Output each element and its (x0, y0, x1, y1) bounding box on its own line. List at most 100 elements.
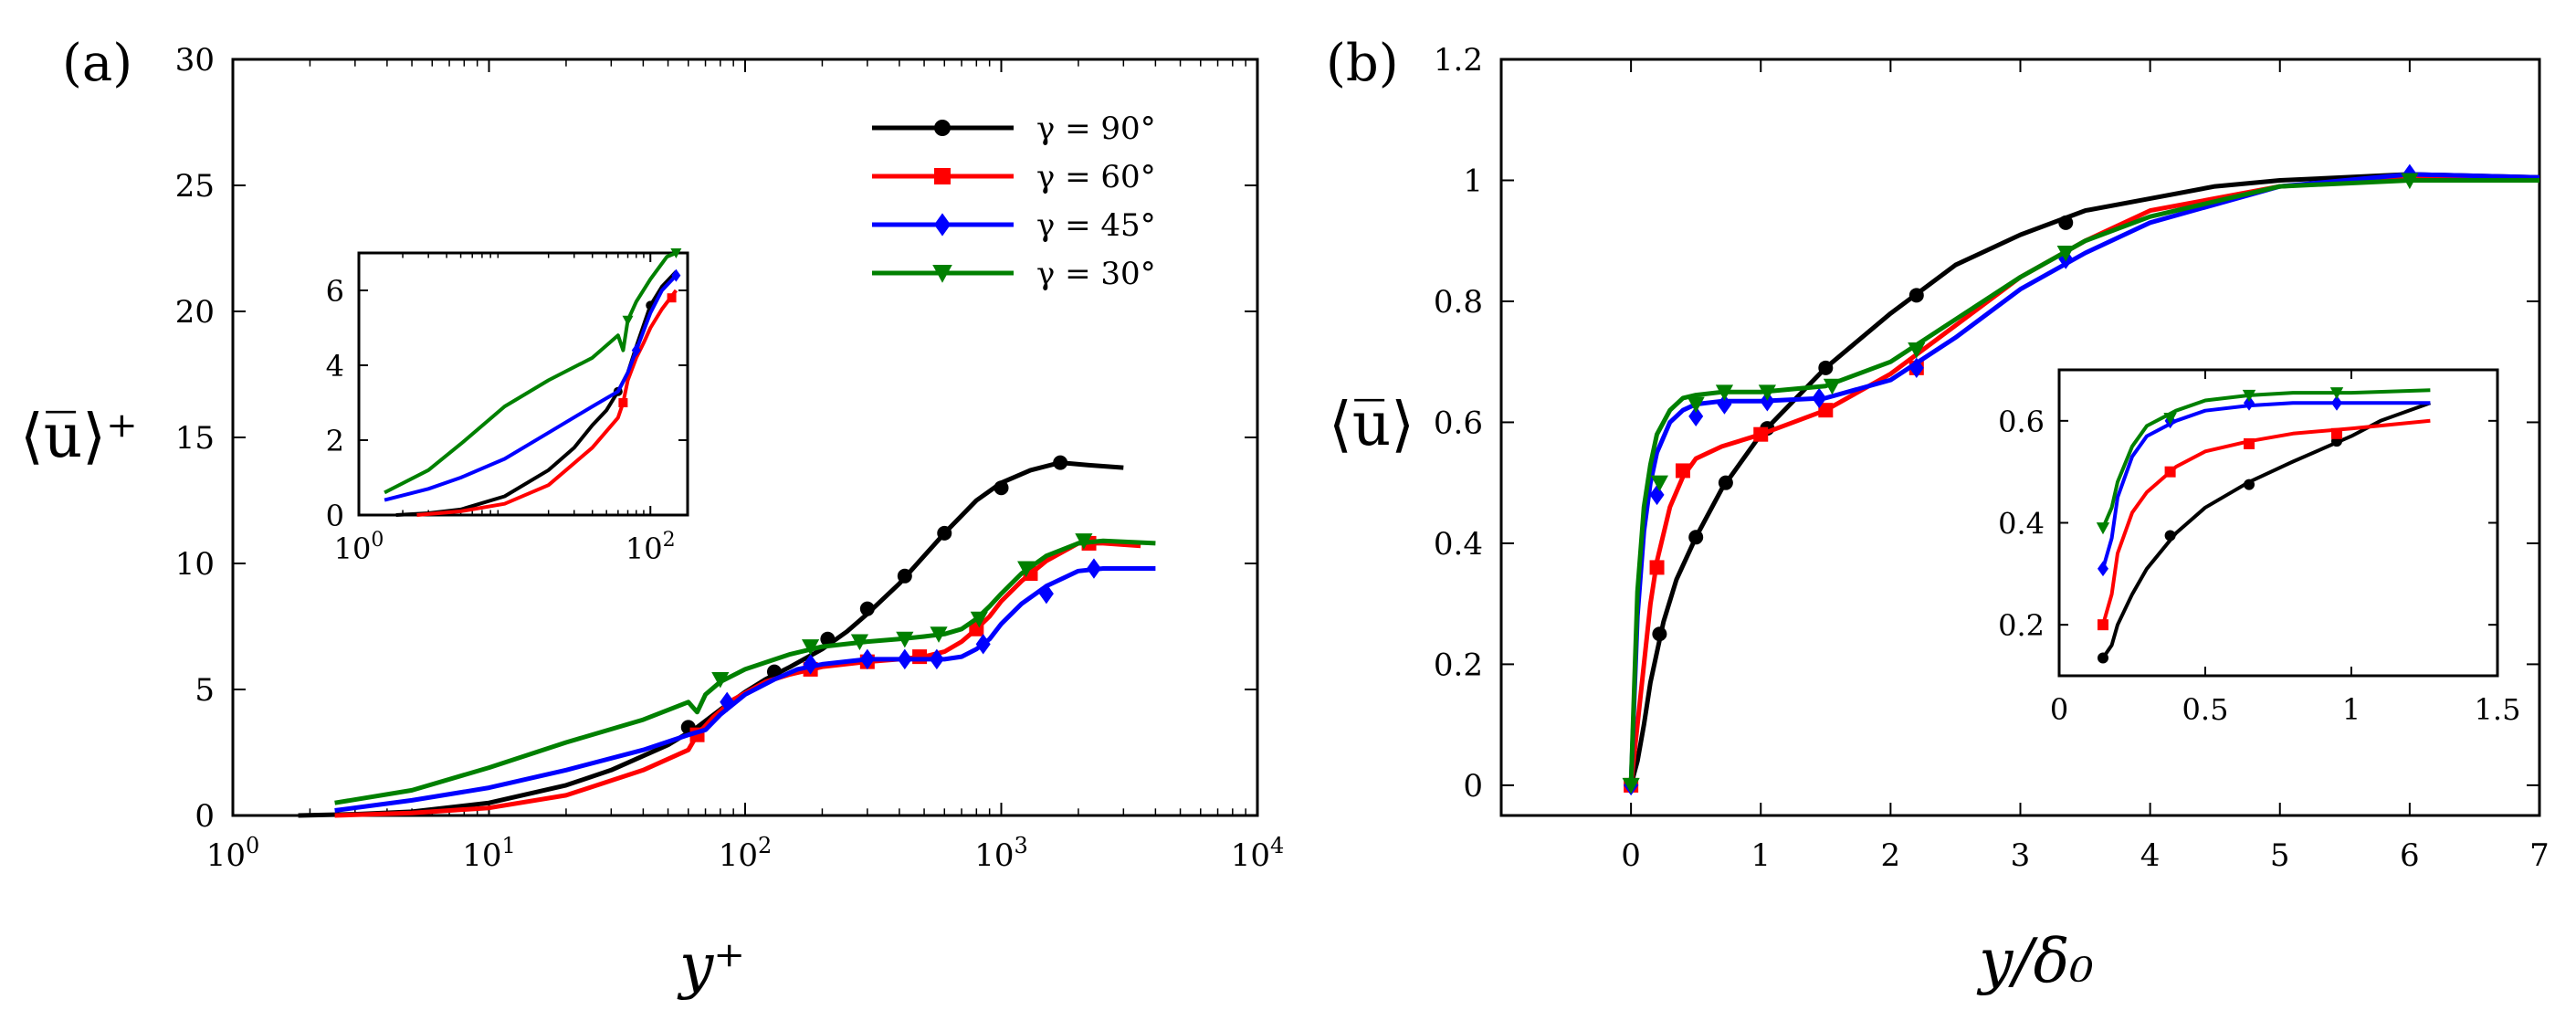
panel-a-data-point (930, 626, 948, 643)
panel-b-data-point (1715, 384, 1734, 401)
panel-a-ytick-label: 20 (175, 294, 215, 331)
panel-a-xtick-base: 10 (1231, 837, 1270, 874)
panel-a-label: (a) (62, 34, 132, 93)
panel-a-data-point (975, 634, 991, 655)
panel-a-series (298, 455, 1156, 818)
panel-b-data-point (1758, 384, 1776, 401)
panel-a-inset-xtick-base: 10 (334, 531, 372, 566)
legend-entry-label: γ = 30° (1036, 256, 1156, 292)
legend-swatch-marker (934, 213, 951, 237)
panel-a-ytick-label: 15 (175, 420, 215, 457)
panel-a-inset-series-line (395, 270, 678, 517)
panel-b-data-point (1687, 396, 1705, 414)
panel-b-data-point (1622, 777, 1640, 794)
panel-a-data-point (970, 611, 988, 628)
panel-b-xtick-label: 5 (2270, 837, 2290, 874)
panel-a-inset-series (384, 248, 682, 517)
panel-a-data-point (859, 601, 875, 616)
panel-b-inset-data-point (2244, 395, 2255, 411)
panel-b-inset-data-point (2098, 619, 2108, 631)
panel-b-ticks: 0 1 2 3 4 5 6 7 0 0.2 0.4 0.6 0.8 1 1.2 (1434, 42, 2550, 874)
panel-a-data-point (1038, 583, 1054, 605)
panel-a-xlabel: y⁺ (677, 931, 745, 1001)
panel-b-inset-data-point (2163, 413, 2177, 426)
panel-b-data-point (2401, 173, 2419, 190)
panel-a-data-point (897, 568, 912, 584)
panel-b-data-point (1649, 484, 1665, 506)
panel-a-inset-series-line (384, 251, 678, 495)
panel-a-inset-xtick-label: 100 (334, 529, 384, 566)
panel-b-data-point (1760, 391, 1775, 412)
panel-b-ytick-label: 0.6 (1434, 405, 1483, 441)
panel-b-xlabel: y/δ₀ (1976, 926, 2094, 996)
panel-b-inset-ytick-label: 0.4 (1998, 507, 2045, 542)
panel-b-xtick-label: 1 (1751, 837, 1771, 874)
panel-b-series-line (1628, 178, 2539, 785)
panel-a-xtick-exp: 3 (1014, 833, 1027, 858)
panel-b-xtick-label: 4 (2140, 837, 2161, 874)
panel-b-inset-ytick-label: 0.6 (1998, 405, 2045, 439)
panel-a-xtick-base: 10 (462, 837, 501, 874)
panel-a-data-point (859, 648, 875, 670)
panel-b-xtick-label: 6 (2400, 837, 2420, 874)
panel-b-data-point (1688, 530, 1704, 545)
panel-b-ytick-label: 0.4 (1434, 526, 1483, 563)
panel-a-data-point (994, 480, 1009, 496)
panel-b: (b) 0 1 2 3 4 5 6 700.20.40.60.811.2 y/δ₀ ⟨u̅⟩ … (1326, 34, 2550, 996)
panel-a-data-point (803, 654, 818, 675)
panel-a-data-point (937, 525, 952, 541)
panel-a-xtick-exp: 1 (501, 833, 515, 858)
panel-b-ytick-label: 1.2 (1434, 42, 1483, 79)
panel-a-xtick-base: 10 (206, 837, 246, 874)
panel-a-data-point (1053, 455, 1068, 470)
panel-a-data-point (820, 631, 836, 647)
panel-b-inset-xtick-label: 0 (2050, 692, 2068, 727)
panel-a-inset-data-point (667, 293, 677, 303)
panel-b-inset-data-point (2164, 530, 2176, 542)
panel-a-inset-frame (357, 251, 689, 517)
panel-b-data-point (1908, 357, 1924, 379)
legend-swatch-marker (934, 168, 951, 184)
panel-b-data-point (1908, 342, 1926, 359)
panel-a-inset-data-point (618, 398, 628, 407)
panel-a-inset-data-point (631, 343, 641, 357)
panel-a-inset-xtick-exp: 2 (663, 529, 676, 552)
panel-b-data-point (1812, 387, 1827, 409)
legend-entry-label: γ = 45° (1036, 207, 1156, 244)
panel-b-inset-xtick-label: 0.5 (2182, 692, 2229, 727)
panel-a-inset-data-point (670, 248, 682, 258)
panel-a-xtick-label: 100 (206, 833, 260, 874)
panel-a-inset-series-line (384, 274, 678, 502)
panel-a-xtick-label: 104 (1231, 833, 1285, 874)
panel-b-inset-background (2059, 370, 2497, 676)
panel-b-inset-data-point (2244, 437, 2255, 449)
panel-b-xtick-label: 0 (1621, 837, 1641, 874)
panel-a-data-point (897, 648, 912, 670)
panel-b-inset-data-point (2329, 387, 2344, 400)
panel-b-data-point (1652, 626, 1667, 642)
panel-b-inset-data-point (2096, 522, 2110, 535)
panel-a-ytick-label: 30 (175, 42, 215, 79)
panel-b-inset-data-point (2244, 479, 2255, 490)
panel-b-inset-data-point (2098, 561, 2108, 577)
panel-a-data-point (1075, 533, 1093, 550)
panel-b-xtick-label: 2 (1881, 837, 1901, 874)
panel-b-inset-data-point (2331, 427, 2342, 439)
panel-b-inset-xtick-label: 1 (2342, 692, 2360, 727)
panel-a-xtick-exp: 2 (758, 833, 772, 858)
panel-b-inset-xtick-label: 1.5 (2475, 692, 2521, 727)
panel-b-data-point (1688, 405, 1704, 427)
panel-b-data-point (1908, 288, 1924, 303)
panel-a-data-point (896, 631, 914, 648)
panel-b-ytick-label: 1 (1463, 163, 1483, 199)
panel-a-inset-xtick-label: 102 (626, 529, 676, 566)
panel-a-xtick-base: 10 (719, 837, 758, 874)
panel-a-xtick-exp: 0 (246, 833, 259, 858)
panel-b-data-point (1717, 394, 1732, 415)
panel-b-inset-data-point (2242, 389, 2256, 403)
panel-b-inset-series-line (2101, 401, 2432, 659)
